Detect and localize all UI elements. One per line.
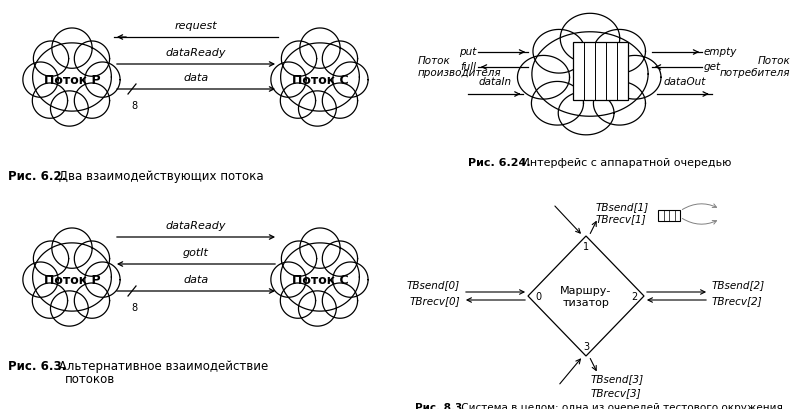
Ellipse shape [85,63,120,98]
Ellipse shape [74,241,110,276]
Text: dataReady: dataReady [166,220,226,230]
Text: TBsend[1]: TBsend[1] [596,202,649,211]
Text: data: data [183,274,209,284]
Text: Два взаимодействующих потока: Два взаимодействующих потока [55,170,264,182]
Ellipse shape [322,283,358,319]
Text: Маршру-
тизатор: Маршру- тизатор [560,285,612,307]
Text: 3: 3 [583,341,589,351]
Text: 8: 8 [131,302,137,312]
Ellipse shape [32,283,67,319]
Ellipse shape [33,243,111,311]
Ellipse shape [32,84,67,119]
Ellipse shape [533,30,585,74]
Ellipse shape [281,243,359,311]
Text: Поток
производителя: Поток производителя [418,56,502,78]
Ellipse shape [281,44,359,112]
Text: TBsend[0]: TBsend[0] [407,279,460,289]
Ellipse shape [532,33,648,117]
Ellipse shape [50,291,88,326]
Ellipse shape [300,228,340,269]
Ellipse shape [560,14,620,64]
Text: empty: empty [704,47,738,57]
Text: TBrecv[1]: TBrecv[1] [596,213,646,223]
Ellipse shape [282,241,317,276]
Ellipse shape [280,283,315,319]
Ellipse shape [34,42,69,77]
Ellipse shape [50,92,88,127]
Text: dataOut: dataOut [663,77,706,87]
Text: Рис. 6.24.: Рис. 6.24. [468,157,530,168]
Ellipse shape [333,63,368,98]
Text: data: data [183,73,209,83]
Ellipse shape [271,63,306,98]
Ellipse shape [52,228,92,269]
Text: full: full [460,62,476,72]
Ellipse shape [52,29,92,69]
Ellipse shape [609,56,661,100]
Text: Альтернативное взаимодействие: Альтернативное взаимодействие [55,359,268,372]
Ellipse shape [594,30,646,74]
Text: 1: 1 [583,241,589,252]
Text: Поток
потребителя: Поток потребителя [719,56,790,78]
Ellipse shape [271,262,306,297]
Text: dataReady: dataReady [166,48,226,58]
Ellipse shape [298,92,336,127]
Text: Поток C: Поток C [292,74,348,87]
Text: TBsend[2]: TBsend[2] [712,279,765,289]
Text: Поток P: Поток P [44,74,100,87]
Text: TBrecv[3]: TBrecv[3] [591,387,642,397]
Bar [658,210,680,221]
Ellipse shape [85,262,120,297]
Text: TBsend[3]: TBsend[3] [591,373,644,383]
Ellipse shape [23,63,58,98]
Text: потоков: потоков [65,372,115,385]
Text: 2: 2 [631,291,637,301]
Ellipse shape [322,42,358,77]
Text: Система в целом: одна из очередей тестового окружения: Система в целом: одна из очередей тестов… [458,402,783,409]
Text: TBrecv[2]: TBrecv[2] [712,295,762,305]
Text: Рис. 6.3.: Рис. 6.3. [8,359,66,372]
Ellipse shape [74,283,110,319]
Text: gotIt: gotIt [183,247,209,257]
Ellipse shape [518,56,570,100]
Ellipse shape [594,82,646,126]
Text: Интерфейс с аппаратной очередью: Интерфейс с аппаратной очередью [518,157,731,168]
Text: Рис. 8.3.: Рис. 8.3. [415,402,466,409]
Text: request: request [174,21,218,31]
Ellipse shape [531,82,583,126]
Polygon shape [528,236,644,356]
Ellipse shape [280,84,315,119]
Text: 0: 0 [535,291,541,301]
Ellipse shape [33,44,111,112]
Bar [573,43,628,101]
Text: dataIn: dataIn [478,77,512,87]
Text: 8: 8 [131,101,137,111]
Ellipse shape [333,262,368,297]
Text: put: put [458,47,476,57]
Ellipse shape [558,92,614,135]
Text: get: get [704,62,721,72]
Text: Поток P: Поток P [44,274,100,287]
Ellipse shape [34,241,69,276]
Text: TBrecv[0]: TBrecv[0] [410,295,460,305]
Ellipse shape [322,241,358,276]
Ellipse shape [23,262,58,297]
Text: Поток C: Поток C [292,274,348,287]
Ellipse shape [282,42,317,77]
Ellipse shape [298,291,336,326]
Ellipse shape [300,29,340,69]
Ellipse shape [322,84,358,119]
Text: Рис. 6.2.: Рис. 6.2. [8,170,66,182]
Ellipse shape [74,42,110,77]
Ellipse shape [74,84,110,119]
